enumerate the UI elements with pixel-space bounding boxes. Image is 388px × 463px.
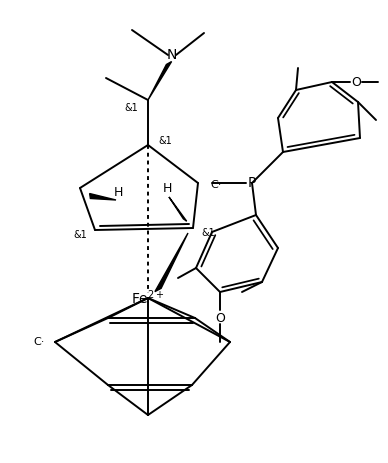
- Text: C·: C·: [210, 180, 222, 190]
- Text: O: O: [215, 312, 225, 325]
- Polygon shape: [155, 233, 188, 292]
- Text: &1: &1: [124, 103, 138, 113]
- Text: Fe$^{2+}$: Fe$^{2+}$: [131, 289, 165, 307]
- Text: O: O: [351, 75, 361, 88]
- Text: H: H: [162, 182, 171, 195]
- Text: &1: &1: [158, 136, 172, 146]
- Text: &1: &1: [201, 228, 215, 238]
- Polygon shape: [90, 194, 116, 200]
- Text: &1: &1: [73, 230, 87, 240]
- Text: H: H: [113, 186, 123, 199]
- Text: N: N: [167, 48, 177, 62]
- Text: P: P: [248, 176, 256, 190]
- Text: C·: C·: [34, 337, 45, 347]
- Polygon shape: [148, 62, 171, 100]
- Polygon shape: [169, 197, 187, 221]
